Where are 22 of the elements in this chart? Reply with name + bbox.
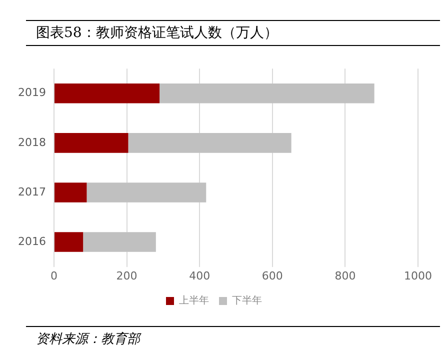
text: 资料来源：教育部 bbox=[36, 330, 142, 348]
x-tick-label: 200 bbox=[116, 269, 138, 282]
x-tick-label: 800 bbox=[334, 269, 356, 282]
bar bbox=[54, 133, 128, 153]
legend-label: 下半年 bbox=[232, 294, 262, 307]
bar bbox=[54, 232, 84, 252]
y-tick-label: 2018 bbox=[18, 136, 46, 149]
x-tick-label: 400 bbox=[189, 269, 210, 282]
legend-label: 上半年 bbox=[179, 294, 209, 307]
chart-title: 图表58：教师资格证笔试人数（万人） bbox=[26, 20, 440, 46]
bar bbox=[54, 182, 87, 202]
x-tick-label: 600 bbox=[262, 269, 283, 282]
y-tick-label: 2019 bbox=[18, 86, 46, 100]
y-tick-label: 2016 bbox=[18, 234, 46, 248]
bar bbox=[160, 83, 374, 104]
bar bbox=[83, 232, 156, 252]
bar bbox=[128, 133, 292, 153]
x-tick-label: 0 bbox=[50, 269, 58, 282]
bar bbox=[54, 83, 160, 104]
y-tick-label: 2017 bbox=[18, 185, 46, 198]
bar bbox=[86, 182, 206, 202]
x-tick-label: 1000 bbox=[404, 269, 432, 282]
